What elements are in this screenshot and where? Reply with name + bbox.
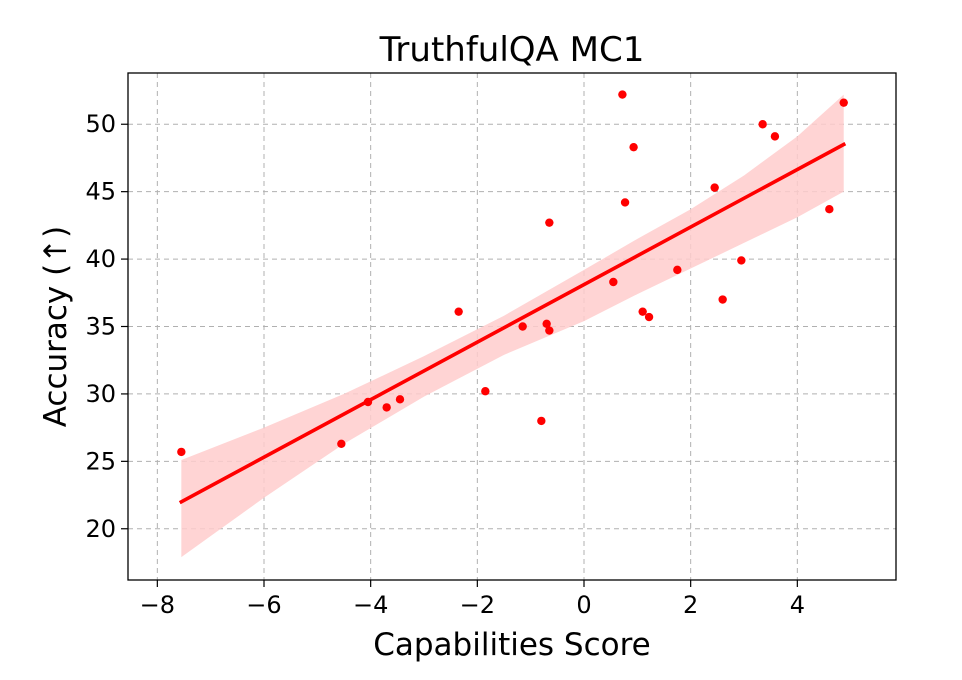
data-point: [542, 319, 551, 329]
y-tick-label: 35: [85, 313, 116, 341]
data-point: [825, 204, 834, 214]
data-point: [382, 403, 391, 412]
x-tick-label: −4: [353, 591, 388, 619]
x-tick-label: −6: [246, 591, 281, 619]
y-tick-label: 30: [85, 380, 116, 408]
confidence-band-layer: [181, 94, 844, 558]
data-point: [629, 142, 638, 152]
chart-title: TruthfulQA MC1: [379, 30, 645, 70]
x-tick-label: −8: [140, 591, 175, 619]
y-tick-label: 40: [85, 245, 116, 273]
regression-line-layer: [178, 142, 847, 505]
data-point: [737, 256, 746, 265]
data-point: [545, 326, 554, 335]
y-axis-label: Accuracy (↑): [38, 226, 74, 428]
data-point: [337, 439, 346, 449]
data-point: [770, 132, 780, 141]
regression-line: [178, 142, 847, 505]
data-point: [673, 265, 682, 275]
y-tick-label: 20: [85, 515, 116, 543]
data-point: [537, 416, 546, 426]
y-tick-label: 25: [85, 447, 116, 475]
y-tick-label: 45: [85, 178, 116, 206]
data-point: [710, 183, 719, 192]
data-point: [839, 98, 848, 107]
data-point: [395, 395, 405, 404]
data-point: [545, 218, 554, 227]
data-point: [609, 277, 618, 287]
data-point: [618, 90, 627, 99]
data-points: [177, 90, 848, 457]
data-point: [454, 307, 463, 316]
data-point: [620, 198, 630, 207]
data-point: [644, 312, 654, 322]
x-tick-label: 2: [683, 591, 698, 619]
x-tick-label: 4: [790, 591, 805, 619]
y-tick-label: 50: [85, 110, 116, 138]
data-point: [638, 307, 647, 316]
data-point: [758, 120, 767, 129]
data-point: [718, 295, 727, 304]
x-tick-label: −2: [460, 591, 495, 619]
data-point: [481, 387, 490, 396]
x-axis-label: Capabilities Score: [373, 627, 651, 663]
x-tick-label: 0: [576, 591, 591, 619]
data-point: [177, 447, 186, 457]
confidence-band: [181, 94, 844, 558]
axis-ticks: −8 −6 −4 −2 0 2 4 20 25 30 35 40 45 50: [85, 110, 805, 619]
data-point: [363, 397, 373, 407]
data-point: [518, 322, 527, 331]
